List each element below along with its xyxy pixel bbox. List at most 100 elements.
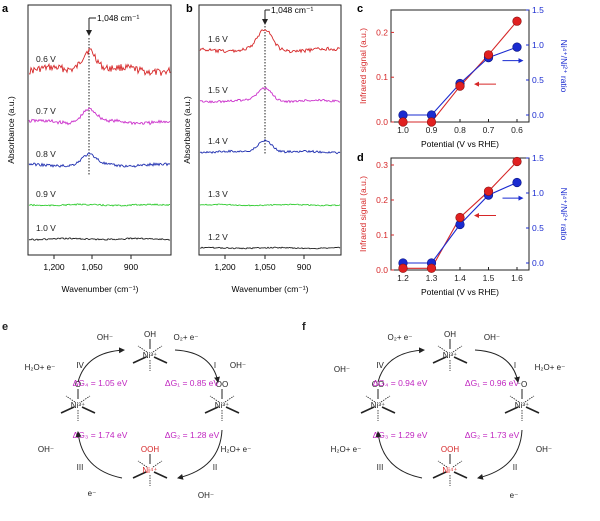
bond-right xyxy=(81,406,96,414)
species-top: OH xyxy=(144,330,156,339)
reagent-oh-top: OH⁻ xyxy=(97,333,113,342)
ratio-point xyxy=(512,42,522,52)
bond-back-right xyxy=(152,345,163,353)
trace-label: 1.3 V xyxy=(208,189,228,199)
panel-c-plot: 1.0 0.9 0.8 0.7 0.6 0.0 0.1 0.2 0.0 0.5 1.0 1.5 xyxy=(376,5,544,135)
arrow-step-IV xyxy=(77,347,125,383)
bond-back-left xyxy=(65,395,76,403)
bond-back-left xyxy=(509,395,520,403)
bond-back-right xyxy=(80,395,91,403)
panel-b-peak-arrowhead xyxy=(262,19,268,25)
bond-back-right xyxy=(524,395,535,403)
ni-bottom: Ni⁴⁺ xyxy=(442,466,457,475)
infrared-point xyxy=(398,263,408,273)
y-right-tick-label: 1.0 xyxy=(532,40,544,50)
panel-a-xtick-label-1: 1,200 xyxy=(43,262,65,272)
panel-c-xlabel: Potential (V vs RHE) xyxy=(421,139,499,149)
ni-top: Ni³⁺ xyxy=(443,351,457,360)
x-tick-label: 0.8 xyxy=(454,125,466,135)
scheme-f: f OH ⁻O OOH OO Ni³⁺ Ni³⁺ Ni⁴⁺ Ni³⁺ ΔG₄ = 0.94 eV Δ… xyxy=(302,321,565,500)
species-left: OO xyxy=(372,380,384,389)
panel-a-xlabel: Wavenumber (cm⁻¹) xyxy=(62,284,139,294)
panel-a-xtick-label-3: 900 xyxy=(124,262,138,272)
panel-b-xtick-label-2: 1,050 xyxy=(254,262,276,272)
panel-a-frame xyxy=(27,4,172,256)
y-left-tick-label: 0.1 xyxy=(376,230,388,240)
x-tick-label: 1.5 xyxy=(483,273,495,283)
x-tick-label: 0.9 xyxy=(426,125,438,135)
panel-d-ylabel-right: Ni⁴⁺/Ni²⁺ ratio xyxy=(559,188,569,241)
infrared-axis-arrowhead xyxy=(474,81,479,87)
bond-back-left xyxy=(437,345,448,353)
infrared-point xyxy=(483,50,494,60)
panel-a-ylabel: Absorbance (a.u.) xyxy=(6,96,16,164)
reagent-h2o-e-left: H₂O+ e⁻ xyxy=(331,445,362,454)
species-top: OH xyxy=(444,330,456,339)
y-right-tick-label: 1.0 xyxy=(532,188,544,198)
panel-c-letter: c xyxy=(357,3,363,15)
species-bottom: OOH xyxy=(441,445,459,454)
dg1: ΔG₁ = 0.85 eV xyxy=(165,378,219,388)
panel-a: a Absorbance (a.u.) 1,200 1,050 900 Wave… xyxy=(2,3,172,294)
reagent-oh-right: OH⁻ xyxy=(230,361,246,370)
bond-right xyxy=(153,471,168,479)
spectrum-trace xyxy=(29,48,171,76)
panel-a-peak-arrowhead xyxy=(86,30,92,36)
bond-left xyxy=(432,471,447,479)
spectrum-trace xyxy=(28,203,171,207)
spectrum-trace xyxy=(28,152,171,168)
bond-left xyxy=(60,406,75,414)
y-right-tick-label: 0.0 xyxy=(532,258,544,268)
reagent-oh-bottom-right: OH⁻ xyxy=(536,445,552,454)
trace-label: 1.4 V xyxy=(208,136,228,146)
arrow-step-I xyxy=(174,349,220,383)
panel-c-ylabel-left: Infrared signal (a.u.) xyxy=(358,28,368,104)
infrared-point xyxy=(398,117,408,127)
x-tick-label: 1.4 xyxy=(454,273,466,283)
species-left: O xyxy=(75,380,81,389)
ni-top: Ni³⁺ xyxy=(143,351,157,360)
bond-right xyxy=(381,406,396,414)
x-tick-label: 0.7 xyxy=(483,125,495,135)
trace-label: 0.7 V xyxy=(36,106,56,116)
bond-right xyxy=(525,406,540,414)
y-left-tick-label: 0.0 xyxy=(376,265,388,275)
x-tick-label: 1.3 xyxy=(426,273,438,283)
ratio-point xyxy=(512,177,522,188)
panel-d-letter: d xyxy=(357,152,364,164)
species-right: OO xyxy=(216,380,228,389)
trace-label: 1.2 V xyxy=(208,232,228,242)
x-tick-label: 0.6 xyxy=(511,125,523,135)
trace-label: 1.5 V xyxy=(208,85,228,95)
infrared-point xyxy=(455,212,465,223)
bond-back-right xyxy=(452,460,463,468)
ni-left: Ni³⁺ xyxy=(71,401,85,410)
reagent-oh-bottom-left: OH⁻ xyxy=(38,445,54,454)
step-II: II xyxy=(513,463,517,472)
trace-label: 1.6 V xyxy=(208,34,228,44)
step-IV: IV xyxy=(76,361,84,370)
arrow-step-II xyxy=(477,429,523,480)
spectrum-trace xyxy=(199,246,341,250)
spectrum-trace xyxy=(199,138,341,155)
bond-back-left xyxy=(437,460,448,468)
panel-a-letter: a xyxy=(2,3,9,15)
reagent-oh-left: OH⁻ xyxy=(334,365,350,374)
infrared-point xyxy=(512,16,522,26)
ni-right: Ni³⁺ xyxy=(515,401,529,410)
dg4: ΔG₄ = 0.94 eV xyxy=(373,378,428,388)
panel-d-plot: 1.2 1.3 1.4 1.5 1.6 0.0 0.1 0.2 0.3 0.0 0.5 1.0 1.5 xyxy=(376,153,544,283)
step-I: I xyxy=(514,361,516,370)
panel-b-annotation: 1,048 cm⁻¹ xyxy=(271,5,313,15)
reagent-h2o-e-right: H₂O+ e⁻ xyxy=(535,363,566,372)
reagent-o2-e: O₂+ e⁻ xyxy=(388,333,413,342)
panel-d-xlabel: Potential (V vs RHE) xyxy=(421,287,499,297)
species-bottom: OOH xyxy=(141,445,159,454)
bond-left xyxy=(504,406,519,414)
y-right-tick-label: 0.5 xyxy=(532,223,544,233)
bond-left xyxy=(132,471,147,479)
panel-c: c Infrared signal (a.u.) Ni⁴⁺/Ni²⁺ ratio… xyxy=(357,3,569,149)
step-III: III xyxy=(77,463,84,472)
arrow-step-I xyxy=(474,349,520,383)
